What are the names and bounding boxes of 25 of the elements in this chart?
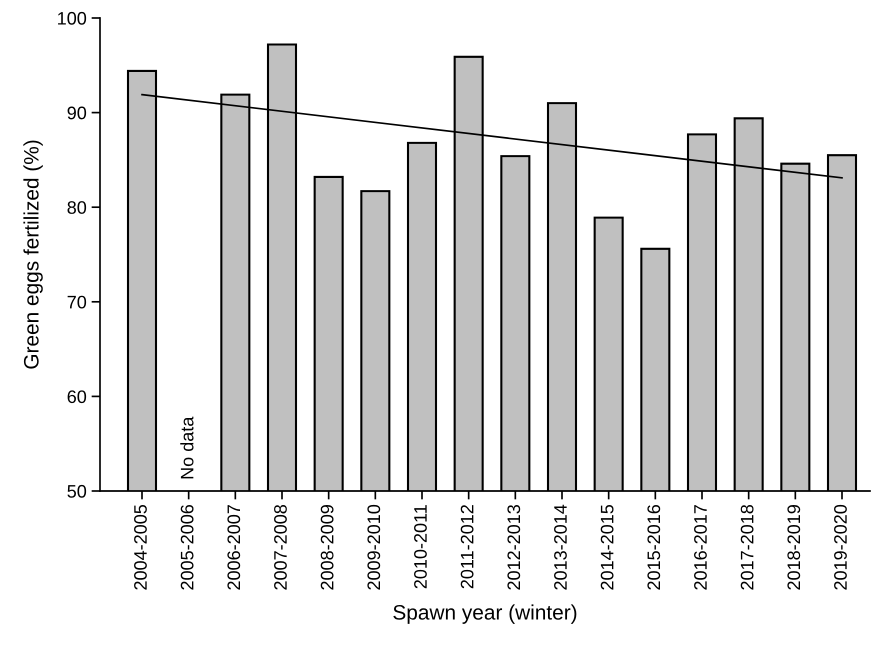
x-tick-label: 2011-2012 [460, 505, 474, 588]
x-axis-title: Spawn year (winter) [393, 604, 576, 624]
y-tick-label: 90 [68, 106, 86, 120]
y-axis-title: Green eggs fertilized (%) [23, 140, 43, 369]
x-tick-label: 2015-2016 [647, 504, 660, 590]
x-tick-label: 2005-2006 [180, 504, 194, 590]
x-tick-label: 2009-2010 [367, 504, 380, 590]
x-tick-label: 2016-2017 [694, 505, 707, 590]
x-tick-label: 2019-2020 [834, 504, 847, 590]
x-tick-label: 2010-2011 [414, 505, 427, 588]
x-tick-label: 2007-2008 [274, 504, 287, 590]
x-tick-label: 2004-2005 [134, 504, 147, 590]
x-tick-label: 2006-2007 [227, 505, 240, 590]
y-tick-label: 50 [67, 484, 86, 498]
x-tick-label: 2018-2019 [787, 505, 800, 590]
x-tick-label: 2014-2015 [600, 504, 614, 590]
y-tick-label: 100 [58, 12, 86, 25]
x-tick-label: 2008-2009 [320, 505, 334, 590]
x-tick-label: 2013-2014 [554, 504, 567, 590]
y-tick-label: 60 [68, 390, 86, 404]
y-tick-label: 70 [68, 296, 86, 309]
x-tick-label: 2012-2013 [507, 504, 520, 590]
x-tick-label: 2017-2018 [740, 504, 754, 590]
y-tick-label: 80 [68, 201, 86, 214]
annotation: No data [180, 416, 194, 478]
